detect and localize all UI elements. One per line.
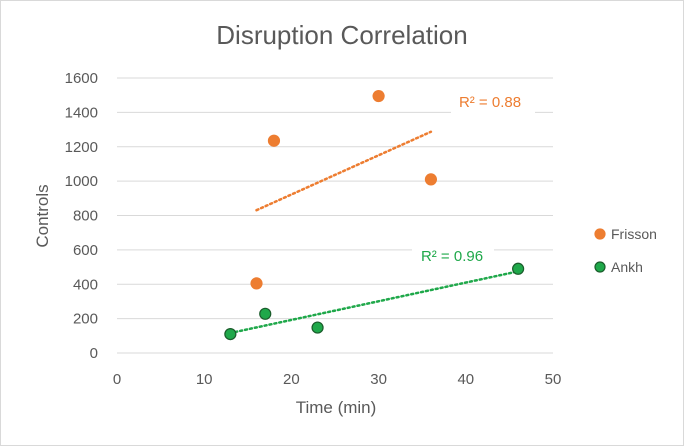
y-tick-label: 600 xyxy=(73,242,98,259)
data-points xyxy=(224,89,525,341)
trendline-frisson xyxy=(255,130,433,212)
y-axis-title: Controls xyxy=(33,184,52,247)
legend-label-frisson: Frisson xyxy=(611,226,657,242)
y-tick-label: 400 xyxy=(73,276,98,293)
x-tick-label: 20 xyxy=(283,371,300,388)
x-tick-label: 0 xyxy=(113,371,121,388)
r-squared-labels: R² = 0.88 R² = 0.96 xyxy=(412,91,535,267)
point-frisson xyxy=(267,134,281,147)
y-tick-label: 800 xyxy=(73,208,98,225)
point-ankh xyxy=(311,321,324,334)
x-tick-label: 50 xyxy=(545,371,562,388)
y-tick-label: 1400 xyxy=(65,104,98,121)
y-tick-label: 1600 xyxy=(65,70,98,87)
trendline-ankh xyxy=(229,270,520,335)
point-ankh xyxy=(259,307,272,320)
point-frisson xyxy=(372,89,385,103)
legend: Frisson Ankh xyxy=(594,226,657,275)
r2-label-ankh: R² = 0.96 xyxy=(421,248,483,265)
chart-title: Disruption Correlation xyxy=(216,20,467,50)
y-tick-label: 200 xyxy=(73,311,98,328)
legend-label-ankh: Ankh xyxy=(611,259,643,275)
point-ankh xyxy=(224,327,237,341)
y-tick-label: 1200 xyxy=(65,139,98,156)
x-tick-label: 10 xyxy=(196,371,213,388)
y-tick-label: 0 xyxy=(90,345,98,362)
legend-marker-ankh xyxy=(594,261,606,273)
y-tick-labels: 0 200 400 600 800 1000 1200 1400 1600 xyxy=(65,70,98,362)
trendlines xyxy=(229,130,520,335)
x-tick-label: 30 xyxy=(370,371,387,388)
x-tick-label: 40 xyxy=(457,371,474,388)
gridlines xyxy=(117,77,553,354)
r2-label-bg xyxy=(451,91,535,113)
legend-marker-frisson xyxy=(594,228,606,240)
x-axis-title: Time (min) xyxy=(296,398,377,417)
point-frisson xyxy=(424,173,438,186)
y-tick-label: 1000 xyxy=(65,173,98,190)
x-tick-labels: 0 10 20 30 40 50 xyxy=(113,371,562,388)
point-frisson xyxy=(250,277,263,290)
point-ankh xyxy=(512,262,525,275)
r2-label-bg xyxy=(412,245,494,267)
r2-label-frisson: R² = 0.88 xyxy=(459,94,521,111)
